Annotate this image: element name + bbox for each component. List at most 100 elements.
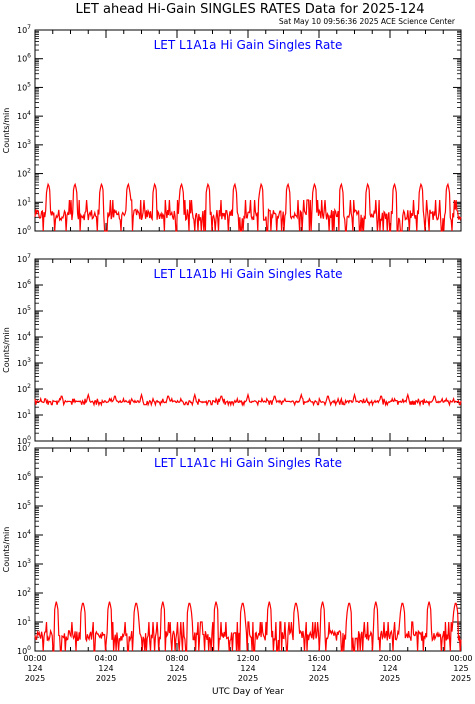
y-tick-exp: 7: [27, 24, 31, 31]
y-tick-label: 104: [17, 331, 31, 342]
y-tick-label: 106: [17, 471, 31, 482]
y-axis-label: Counts/min: [2, 108, 11, 154]
y-tick-label: 104: [17, 110, 31, 121]
y-axis-label: Counts/min: [2, 327, 11, 373]
y-tick-exp: 5: [27, 81, 31, 88]
y-tick-base: 10: [17, 560, 27, 569]
series-line-1: [34, 601, 462, 652]
y-tick-base: 10: [17, 385, 27, 394]
y-tick-base: 10: [17, 198, 27, 207]
y-tick-base: 10: [17, 141, 27, 150]
y-tick-base: 10: [17, 112, 27, 121]
y-tick-exp: 0: [27, 645, 31, 652]
x-tick-doy: 124: [27, 664, 42, 673]
x-tick-year: 2025: [451, 674, 471, 683]
timestamp: Sat May 10 09:56:36 2025 ACE Science Cen…: [279, 17, 456, 26]
x-tick-doy: 125: [453, 664, 468, 673]
y-tick-exp: 2: [27, 587, 31, 594]
panel-title: LET L1A1b Hi Gain Singles Rate: [153, 267, 342, 281]
y-tick-label: 102: [17, 587, 31, 598]
y-tick-base: 10: [17, 333, 27, 342]
y-tick-exp: 0: [27, 435, 31, 442]
y-tick-label: 100: [17, 645, 31, 656]
y-tick-exp: 3: [27, 357, 31, 364]
y-tick-base: 10: [17, 359, 27, 368]
y-tick-exp: 6: [27, 53, 31, 60]
y-tick-label: 107: [17, 442, 31, 453]
y-tick-exp: 7: [27, 253, 31, 260]
y-tick-label: 100: [17, 435, 31, 446]
x-tick-doy: 124: [169, 664, 184, 673]
y-tick-exp: 3: [27, 139, 31, 146]
y-tick-label: 103: [17, 139, 31, 150]
y-tick-base: 10: [17, 83, 27, 92]
y-tick-base: 10: [17, 502, 27, 511]
y-tick-label: 106: [17, 279, 31, 290]
y-tick-exp: 5: [27, 500, 31, 507]
y-tick-base: 10: [17, 227, 27, 236]
y-tick-base: 10: [17, 55, 27, 64]
y-tick-label: 105: [17, 305, 31, 316]
x-tick-doy: 124: [98, 664, 113, 673]
x-axis: 00:00124202504:00124202508:00124202512:0…: [23, 654, 472, 683]
page-title: LET ahead Hi-Gain SINGLES RATES Data for…: [75, 2, 424, 17]
x-tick-time: 04:00: [94, 654, 117, 663]
series-line-1: [34, 182, 462, 232]
x-tick-doy: 124: [382, 664, 397, 673]
panel-title: LET L1A1c Hi Gain Singles Rate: [154, 456, 342, 470]
y-tick-base: 10: [17, 531, 27, 540]
y-tick-label: 105: [17, 500, 31, 511]
y-tick-base: 10: [17, 444, 27, 453]
y-tick-exp: 6: [27, 279, 31, 286]
x-tick-time: 20:00: [378, 654, 401, 663]
y-tick-label: 106: [17, 53, 31, 64]
y-tick-exp: 3: [27, 558, 31, 565]
y-tick-base: 10: [17, 255, 27, 264]
x-tick-year: 2025: [25, 674, 45, 683]
x-tick-year: 2025: [309, 674, 329, 683]
series-line-1: [34, 392, 462, 408]
y-tick-exp: 2: [27, 168, 31, 175]
x-tick-time: 12:00: [236, 654, 259, 663]
y-tick-exp: 4: [27, 331, 31, 338]
y-tick-label: 103: [17, 558, 31, 569]
y-tick-base: 10: [17, 618, 27, 627]
y-tick-base: 10: [17, 473, 27, 482]
x-tick-year: 2025: [167, 674, 187, 683]
plot-frame: [34, 258, 462, 442]
y-tick-base: 10: [17, 281, 27, 290]
y-tick-label: 102: [17, 383, 31, 394]
x-tick-doy: 124: [240, 664, 255, 673]
y-tick-exp: 5: [27, 305, 31, 312]
x-tick-year: 2025: [238, 674, 258, 683]
plot-frame: [34, 447, 462, 652]
y-tick-exp: 4: [27, 110, 31, 117]
y-tick-exp: 1: [27, 409, 31, 416]
y-tick-label: 103: [17, 357, 31, 368]
y-tick-exp: 0: [27, 225, 31, 232]
x-tick-time: 16:00: [307, 654, 330, 663]
y-tick-base: 10: [17, 647, 27, 656]
y-tick-base: 10: [17, 589, 27, 598]
y-tick-exp: 4: [27, 529, 31, 536]
y-tick-exp: 1: [27, 196, 31, 203]
y-tick-exp: 6: [27, 471, 31, 478]
y-tick-label: 101: [17, 409, 31, 420]
y-tick-exp: 7: [27, 442, 31, 449]
y-tick-base: 10: [17, 26, 27, 35]
y-tick-label: 107: [17, 24, 31, 35]
y-tick-label: 101: [17, 616, 31, 627]
x-tick-year: 2025: [96, 674, 116, 683]
y-tick-exp: 1: [27, 616, 31, 623]
x-tick-time: 00:00: [449, 654, 472, 663]
x-tick-year: 2025: [380, 674, 400, 683]
